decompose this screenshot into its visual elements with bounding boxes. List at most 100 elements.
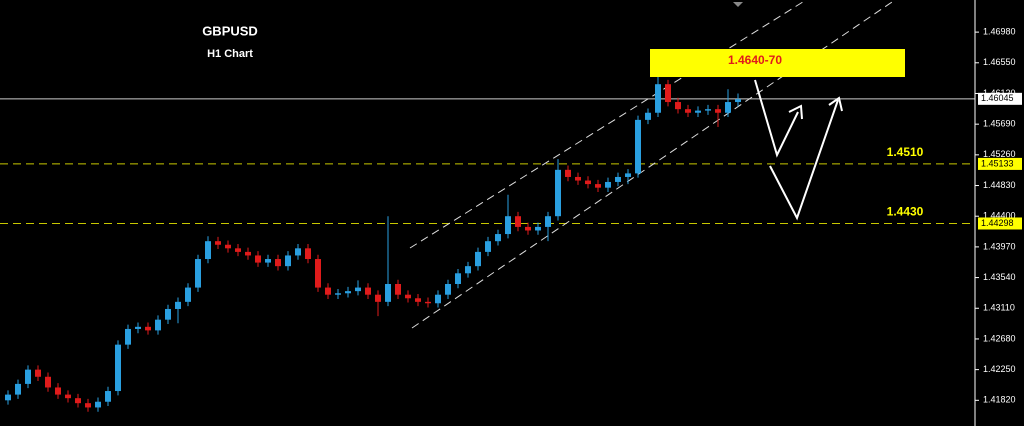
arrow bbox=[769, 99, 839, 221]
price-label: 1.46045 bbox=[981, 93, 1014, 103]
y-tick-label: 1.43540 bbox=[983, 272, 1016, 282]
y-tick-label: 1.45260 bbox=[983, 149, 1016, 159]
candle-body bbox=[485, 241, 491, 252]
y-tick-label: 1.44400 bbox=[983, 211, 1016, 221]
candle-body bbox=[185, 287, 191, 302]
candle-body bbox=[735, 99, 741, 103]
arrow bbox=[754, 79, 799, 158]
candle-body bbox=[85, 403, 91, 408]
candle-body bbox=[5, 394, 11, 401]
candle-body bbox=[255, 255, 261, 263]
zone-label: 1.4640-70 bbox=[728, 53, 782, 67]
candle-body bbox=[365, 287, 371, 295]
candle-body bbox=[215, 241, 221, 245]
candle-body bbox=[675, 102, 681, 110]
candle-body bbox=[695, 110, 701, 113]
candle-body bbox=[555, 169, 561, 217]
candle-body bbox=[595, 184, 601, 188]
candle-body bbox=[225, 244, 231, 249]
candle-body bbox=[665, 84, 671, 103]
candle-body bbox=[565, 169, 571, 177]
candle-body bbox=[325, 287, 331, 295]
candle-body bbox=[335, 293, 341, 295]
candle-body bbox=[75, 398, 81, 404]
y-tick-label: 1.42680 bbox=[983, 333, 1016, 343]
y-tick-label: 1.46550 bbox=[983, 57, 1016, 67]
candle-body bbox=[165, 308, 171, 320]
candle-body bbox=[685, 109, 691, 113]
candle-body bbox=[105, 391, 111, 402]
candle-body bbox=[35, 369, 41, 377]
candle-body bbox=[145, 326, 151, 331]
axis-layer: 1.469801.465501.461201.456901.452601.448… bbox=[0, 26, 1022, 405]
candles bbox=[5, 73, 741, 412]
candle-body bbox=[605, 181, 611, 188]
candle-body bbox=[495, 234, 501, 242]
candle-body bbox=[195, 259, 201, 288]
candle-body bbox=[95, 401, 101, 408]
price-label: 1.45133 bbox=[981, 158, 1014, 168]
candle-body bbox=[305, 248, 311, 260]
candle-body bbox=[515, 216, 521, 227]
candle-body bbox=[235, 248, 241, 252]
target-zone bbox=[650, 49, 905, 77]
candle-body bbox=[415, 298, 421, 302]
y-tick-label: 1.44830 bbox=[983, 180, 1016, 190]
candle-body bbox=[505, 216, 511, 235]
arrow-head bbox=[788, 104, 803, 120]
candle-body bbox=[45, 376, 51, 388]
candle-body bbox=[435, 294, 441, 304]
candle-body bbox=[345, 291, 351, 294]
candle-body bbox=[425, 301, 431, 304]
candle-body bbox=[285, 255, 291, 267]
candle-body bbox=[55, 387, 61, 395]
y-tick-label: 1.43970 bbox=[983, 241, 1016, 251]
scroll-marker bbox=[733, 2, 743, 7]
candle-body bbox=[355, 287, 361, 292]
candle-body bbox=[525, 226, 531, 231]
candle-body bbox=[615, 176, 621, 182]
candle-body bbox=[135, 326, 141, 329]
candle-body bbox=[315, 259, 321, 288]
candle-body bbox=[65, 394, 71, 399]
y-tick-label: 1.41820 bbox=[983, 395, 1016, 405]
candle-body bbox=[655, 84, 661, 113]
candle-body bbox=[175, 301, 181, 309]
candle-body bbox=[645, 112, 651, 120]
candle-body bbox=[205, 241, 211, 260]
y-tick-label: 1.42250 bbox=[983, 364, 1016, 374]
candle-body bbox=[445, 284, 451, 295]
candle-body bbox=[405, 294, 411, 299]
candle-body bbox=[715, 109, 721, 113]
candle-body bbox=[455, 273, 461, 284]
y-tick-label: 1.45690 bbox=[983, 119, 1016, 129]
candle-body bbox=[245, 251, 251, 256]
y-tick-label: 1.46980 bbox=[983, 26, 1016, 36]
candle-body bbox=[125, 328, 131, 345]
candle-body bbox=[375, 294, 381, 302]
candle-body bbox=[635, 119, 641, 174]
candle-body bbox=[535, 226, 541, 231]
candle-body bbox=[265, 259, 271, 263]
candle-body bbox=[725, 102, 731, 113]
price-label-box bbox=[978, 157, 1022, 170]
candle-body bbox=[275, 259, 281, 267]
candle-body bbox=[705, 109, 711, 111]
candle-body bbox=[15, 383, 21, 395]
candle-body bbox=[575, 176, 581, 181]
candle-body bbox=[115, 344, 121, 392]
candle-body bbox=[155, 319, 161, 331]
level-label: 1.4510 bbox=[887, 145, 924, 159]
price-label: 1.44298 bbox=[981, 218, 1014, 228]
candle-body bbox=[625, 173, 631, 177]
candle-body bbox=[545, 216, 551, 227]
arrow-head bbox=[828, 96, 843, 112]
candle-body bbox=[385, 284, 391, 302]
chart-title: GBPUSD bbox=[202, 23, 258, 38]
chart-subtitle: H1 Chart bbox=[207, 48, 253, 60]
candle-body bbox=[295, 248, 301, 256]
price-label-box bbox=[978, 217, 1022, 230]
y-tick-label: 1.43110 bbox=[983, 303, 1015, 313]
